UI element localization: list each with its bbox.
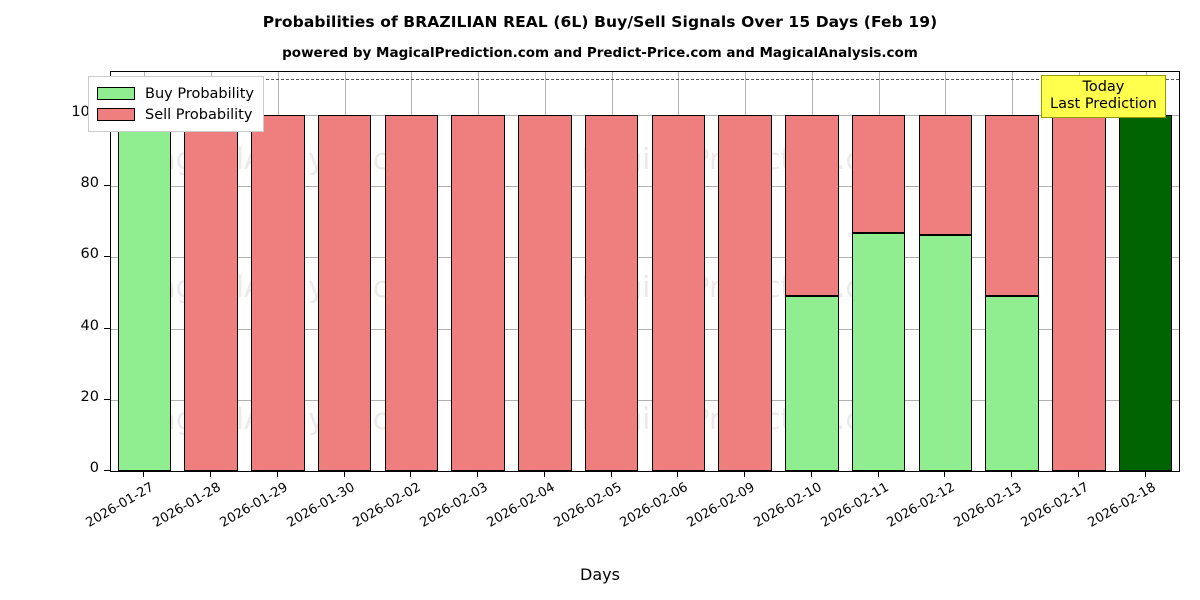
legend-swatch-buy [97, 87, 135, 100]
bar-segment-sell[interactable] [518, 114, 572, 471]
bar-segment-sell[interactable] [851, 114, 906, 234]
legend-label-buy: Buy Probability [145, 85, 254, 102]
y-tick-label: 60 [80, 246, 99, 263]
y-tick-label: 40 [80, 317, 99, 334]
bar-group[interactable] [1118, 72, 1173, 471]
x-tick-mark [677, 471, 678, 477]
bar-segment-sell[interactable] [785, 114, 839, 297]
bar-group[interactable] [117, 72, 172, 471]
reference-line [111, 79, 1179, 80]
bar-segment-sell[interactable] [317, 114, 372, 471]
x-tick-mark [210, 471, 211, 477]
plot-area: MagicalAnalysis.comMagicalPrediction.com… [110, 71, 1180, 472]
bar-group[interactable] [317, 72, 372, 471]
bar-segment-sell[interactable] [718, 114, 772, 471]
y-tick-mark [104, 256, 110, 257]
x-tick-mark [277, 471, 278, 477]
legend-swatch-sell [97, 108, 135, 121]
legend-label-sell: Sell Probability [145, 106, 253, 123]
bar-segment-buy[interactable] [918, 234, 973, 471]
today-annotation: Today Last Prediction [1041, 75, 1166, 119]
y-tick-mark [104, 399, 110, 400]
chart-legend: Buy Probability Sell Probability [88, 76, 264, 132]
x-tick-mark [811, 471, 812, 477]
x-tick-mark [744, 471, 745, 477]
x-axis-label: Days [580, 565, 620, 584]
bar-segment-sell[interactable] [584, 114, 639, 471]
x-tick-mark [344, 471, 345, 477]
y-gridline [111, 400, 1179, 401]
y-gridline [111, 329, 1179, 330]
bar-segment-buy[interactable] [785, 296, 839, 471]
x-tick-mark [410, 471, 411, 477]
bar-segment-sell[interactable] [384, 114, 439, 471]
bar-segment-buy[interactable] [985, 296, 1039, 471]
y-gridline [111, 115, 1179, 116]
y-tick-label: 20 [80, 388, 99, 405]
x-tick-mark [544, 471, 545, 477]
y-tick-label: 0 [89, 460, 99, 476]
bar-group[interactable] [651, 72, 706, 471]
bar-segment-sell[interactable] [985, 114, 1039, 297]
bar-group[interactable] [785, 72, 839, 471]
bar-segment-sell[interactable] [251, 114, 305, 471]
bar-group[interactable] [918, 72, 973, 471]
bar-group[interactable] [985, 72, 1039, 471]
y-tick-mark [104, 185, 110, 186]
bar-group[interactable] [584, 72, 639, 471]
bar-segment-buy[interactable] [851, 233, 906, 471]
legend-item-sell: Sell Probability [97, 104, 254, 125]
x-tick-mark [1145, 471, 1146, 477]
x-tick-mark [611, 471, 612, 477]
x-tick-mark [878, 471, 879, 477]
bar-group[interactable] [718, 72, 772, 471]
x-tick-mark [477, 471, 478, 477]
bar-group[interactable] [384, 72, 439, 471]
bar-group[interactable] [251, 72, 305, 471]
y-gridline [111, 186, 1179, 187]
legend-item-buy: Buy Probability [97, 83, 254, 104]
bar-group[interactable] [518, 72, 572, 471]
x-tick-mark [944, 471, 945, 477]
today-label-line2: Last Prediction [1050, 96, 1157, 113]
bar-segment-sell[interactable] [918, 114, 973, 235]
chart-subtitle: powered by MagicalPrediction.com and Pre… [282, 45, 918, 61]
y-tick-mark [104, 328, 110, 329]
x-tick-mark [1078, 471, 1079, 477]
bar-segment-sell[interactable] [451, 114, 505, 471]
page-title: Probabilities of BRAZILIAN REAL (6L) Buy… [262, 13, 938, 31]
bar-segment-sell[interactable] [651, 114, 706, 471]
bar-group[interactable] [1052, 72, 1106, 471]
bar-group[interactable] [184, 72, 238, 471]
bar-group[interactable] [451, 72, 505, 471]
bar-segment-sell[interactable] [184, 114, 238, 471]
bar-segment-sell[interactable] [1052, 114, 1106, 471]
today-label-line1: Today [1082, 79, 1125, 95]
x-tick-mark [143, 471, 144, 477]
y-tick-mark [104, 470, 110, 471]
y-tick-label: 80 [80, 175, 99, 191]
plot-clip: MagicalAnalysis.comMagicalPrediction.com… [111, 72, 1179, 471]
bar-segment-buy[interactable] [1118, 114, 1173, 471]
bar-segment-buy[interactable] [117, 114, 172, 471]
x-tick-mark [1011, 471, 1012, 477]
bar-group[interactable] [851, 72, 906, 471]
y-gridline [111, 257, 1179, 258]
